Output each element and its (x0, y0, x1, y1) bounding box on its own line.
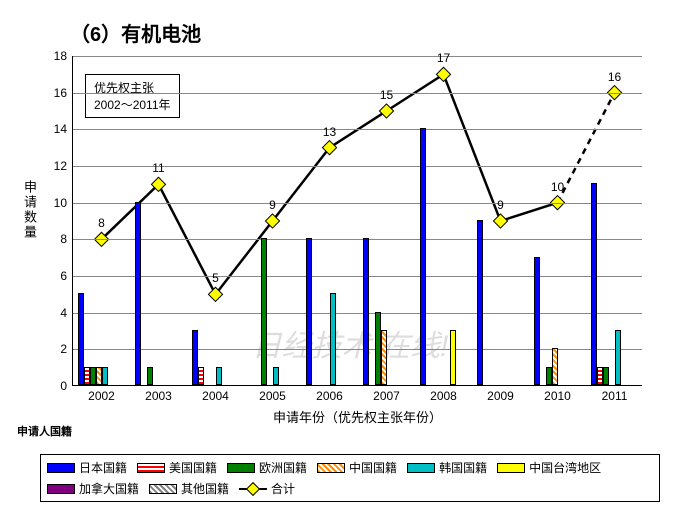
gridline (73, 203, 642, 204)
bar-jp (135, 202, 141, 385)
line-overlay (73, 56, 642, 385)
x-tick: 2007 (373, 385, 400, 403)
legend-item-us: 美国国籍 (137, 459, 217, 476)
legend-item-kr: 韩国国籍 (407, 459, 487, 476)
gridline (73, 129, 642, 130)
legend-label: 日本国籍 (79, 459, 127, 476)
legend-line-swatch (239, 488, 267, 490)
total-value-label: 15 (380, 88, 393, 102)
gridline (73, 239, 642, 240)
bar-jp (306, 238, 312, 385)
x-tick: 2002 (88, 385, 115, 403)
legend-item-cn: 中国国籍 (317, 459, 397, 476)
bar-kr (102, 367, 108, 385)
legend-label: 其他国籍 (181, 480, 229, 497)
y-tick: 0 (60, 379, 73, 393)
legend-swatch (227, 463, 255, 473)
bar-cn (552, 348, 558, 385)
bar-jp (591, 183, 597, 385)
y-tick: 6 (60, 269, 73, 283)
legend-swatch (497, 463, 525, 473)
bar-kr (615, 330, 621, 385)
legend: 日本国籍 美国国籍 欧洲国籍 中国国籍 韩国国籍 中国台湾地区加拿大国籍 其他国籍 合计 (40, 454, 660, 502)
total-value-label: 17 (437, 52, 450, 66)
x-tick: 2004 (202, 385, 229, 403)
x-tick: 2011 (602, 385, 628, 403)
bar-eu (147, 367, 153, 385)
y-tick: 8 (60, 232, 73, 246)
legend-label: 合计 (271, 480, 295, 497)
bar-eu (261, 238, 267, 385)
x-axis-sublabel: 申请人国籍 (17, 423, 72, 439)
legend-label: 美国国籍 (169, 459, 217, 476)
x-tick: 2008 (430, 385, 457, 403)
legend-item-jp: 日本国籍 (47, 459, 127, 476)
x-axis-label: 申请年份（优先权主张年份） (273, 407, 442, 426)
legend-label: 中国台湾地区 (529, 459, 601, 476)
legend-label: 欧洲国籍 (259, 459, 307, 476)
x-tick: 2003 (145, 385, 172, 403)
bar-kr (273, 367, 279, 385)
total-value-label: 13 (323, 125, 336, 139)
legend-swatch (137, 463, 165, 473)
legend-label: 加拿大国籍 (79, 480, 139, 497)
legend-item-ca: 加拿大国籍 (47, 480, 139, 497)
legend-item-tw: 中国台湾地区 (497, 459, 601, 476)
legend-label: 中国国籍 (349, 459, 397, 476)
x-tick: 2010 (544, 385, 571, 403)
bar-cn (381, 330, 387, 385)
y-tick: 16 (54, 86, 73, 100)
x-tick: 2006 (316, 385, 343, 403)
chart-title: （6）有机电池 (0, 0, 700, 47)
gridline (73, 313, 642, 314)
bar-jp (477, 220, 483, 385)
gridline (73, 93, 642, 94)
legend-swatch (47, 484, 75, 494)
legend-item-other: 其他国籍 (149, 480, 229, 497)
y-tick: 2 (60, 342, 73, 356)
bar-kr (216, 367, 222, 385)
bar-tw (450, 330, 456, 385)
legend-swatch (149, 484, 177, 494)
y-axis-label: 申请数量 (20, 180, 39, 240)
bar-jp (534, 257, 540, 385)
total-value-label: 9 (269, 198, 276, 212)
y-tick: 12 (54, 159, 73, 173)
legend-item-eu: 欧洲国籍 (227, 459, 307, 476)
total-value-label: 8 (98, 217, 105, 231)
y-tick: 14 (54, 122, 73, 136)
bar-kr (330, 293, 336, 385)
x-tick: 2005 (259, 385, 286, 403)
total-value-label: 16 (608, 70, 621, 84)
bar-jp (420, 128, 426, 385)
total-value-label: 10 (551, 180, 564, 194)
gridline (73, 56, 642, 57)
legend-swatch (407, 463, 435, 473)
legend-swatch (47, 463, 75, 473)
total-value-label: 9 (497, 198, 504, 212)
legend-item-total: 合计 (239, 480, 295, 497)
chart-plot-area: 优先权主张 2002～2011年 申请年份（优先权主张年份） 申请人国籍 024… (72, 56, 642, 386)
y-tick: 18 (54, 49, 73, 63)
bar-jp (363, 238, 369, 385)
x-tick: 2009 (487, 385, 514, 403)
y-tick: 10 (54, 196, 73, 210)
bar-us (198, 367, 204, 385)
total-value-label: 5 (212, 272, 219, 286)
bar-eu (603, 367, 609, 385)
total-value-label: 11 (152, 162, 164, 176)
gridline (73, 276, 642, 277)
y-tick: 4 (60, 306, 73, 320)
legend-swatch (317, 463, 345, 473)
legend-label: 韩国国籍 (439, 459, 487, 476)
